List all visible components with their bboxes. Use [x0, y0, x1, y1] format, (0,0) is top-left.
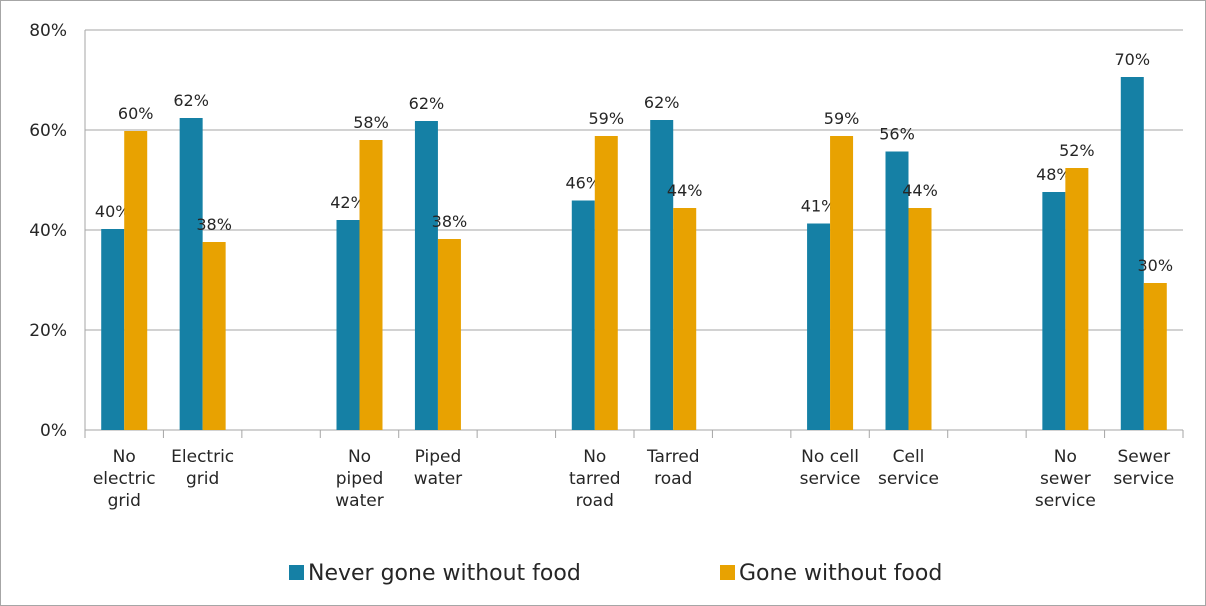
- bar: [571, 200, 595, 430]
- category-label-line: grid: [108, 491, 141, 511]
- data-label: 56%: [879, 125, 915, 144]
- bar: [830, 136, 854, 430]
- category-label-line: water: [414, 469, 462, 489]
- data-label: 52%: [1059, 141, 1095, 160]
- bar: [673, 208, 697, 430]
- bar: [807, 223, 831, 430]
- category-label-line: No: [1054, 447, 1077, 467]
- bar: [202, 242, 226, 430]
- y-tick-label: 40%: [29, 221, 67, 241]
- category-label-line: service: [1035, 491, 1096, 511]
- category-label-line: electric: [93, 469, 156, 489]
- legend-label: Gone without food: [739, 561, 942, 586]
- category-label-line: service: [878, 469, 939, 489]
- data-label: 48%: [1036, 165, 1072, 184]
- bar: [359, 140, 383, 430]
- legend-swatch: [289, 565, 304, 580]
- bar: [650, 120, 674, 430]
- category-label: No electric grid: [93, 447, 156, 511]
- data-label: 38%: [432, 212, 468, 231]
- category-label-line: grid: [186, 469, 219, 489]
- bar: [885, 151, 909, 430]
- data-label: 59%: [824, 109, 860, 128]
- y-tick-label: 20%: [29, 321, 67, 341]
- bar: [414, 121, 438, 430]
- data-label: 60%: [118, 104, 154, 123]
- legend-swatch: [720, 565, 735, 580]
- category-label-line: Sewer: [1117, 447, 1170, 467]
- data-label: 41%: [801, 197, 837, 216]
- bar: [908, 208, 932, 430]
- data-label: 59%: [589, 109, 625, 128]
- data-label: 44%: [667, 181, 703, 200]
- category-label-line: No: [113, 447, 136, 467]
- category-label: No sewer service: [1035, 447, 1096, 511]
- bar: [101, 229, 125, 430]
- category-label: Sewer service: [1113, 447, 1174, 489]
- bar: [1042, 192, 1066, 430]
- data-label: 46%: [566, 174, 602, 193]
- bar: [179, 118, 203, 430]
- category-label-line: water: [335, 491, 383, 511]
- category-label-line: road: [576, 491, 614, 511]
- bar: [336, 220, 360, 430]
- category-label-line: tarred: [569, 469, 621, 489]
- category-label-line: service: [800, 469, 861, 489]
- category-label: Piped water: [414, 447, 462, 489]
- legend-label: Never gone without food: [308, 561, 581, 586]
- category-label-line: No: [583, 447, 606, 467]
- category-label-line: Tarred: [646, 447, 700, 467]
- y-tick-label: 80%: [29, 21, 67, 41]
- bar: [437, 239, 461, 430]
- data-label: 30%: [1138, 256, 1174, 275]
- data-label: 70%: [1115, 50, 1151, 69]
- data-label: 40%: [95, 202, 131, 221]
- category-label-line: No cell: [801, 447, 859, 467]
- y-tick-label: 0%: [40, 421, 67, 441]
- category-label-line: road: [654, 469, 692, 489]
- data-label: 58%: [353, 113, 389, 132]
- category-label-line: No: [348, 447, 371, 467]
- data-label: 42%: [330, 193, 366, 212]
- data-label: 38%: [196, 215, 232, 234]
- category-label-line: Electric: [171, 447, 234, 467]
- data-label: 62%: [409, 94, 445, 113]
- category-label-line: service: [1113, 469, 1174, 489]
- data-label: 62%: [173, 91, 209, 110]
- category-label: Cell service: [878, 447, 939, 489]
- category-label: Electric grid: [171, 447, 234, 489]
- bar: [1065, 168, 1089, 430]
- category-label: No piped water: [335, 447, 383, 511]
- bar: [1143, 283, 1167, 430]
- data-label: 44%: [902, 181, 938, 200]
- category-label-line: Cell: [893, 447, 925, 467]
- category-label-line: sewer: [1040, 469, 1091, 489]
- category-label-line: Piped: [415, 447, 462, 467]
- category-label: Tarred road: [646, 447, 700, 489]
- category-label-line: piped: [336, 469, 384, 489]
- y-tick-label: 60%: [29, 121, 67, 141]
- bar: [594, 136, 618, 430]
- bar: [124, 131, 148, 430]
- category-label: No tarred road: [569, 447, 621, 511]
- data-label: 62%: [644, 93, 680, 112]
- category-label: No cell service: [800, 447, 861, 489]
- bar: [1120, 77, 1144, 430]
